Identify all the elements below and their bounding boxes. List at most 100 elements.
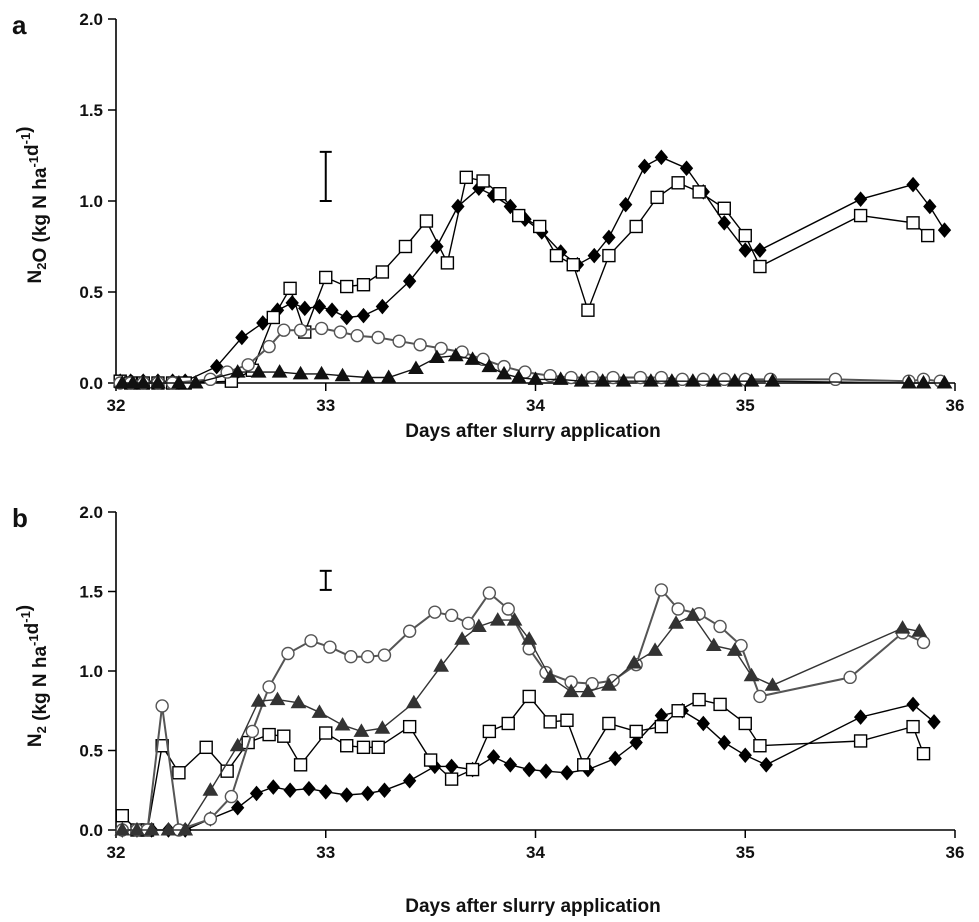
- panel-b-data-point: [311, 704, 328, 718]
- panel-b-data-point: [304, 634, 318, 648]
- panel-b-y-tick-label: 2.0: [79, 503, 103, 522]
- panel-a-data-point: [464, 351, 481, 365]
- panel-a-data-point: [447, 347, 464, 362]
- panel-b-data-point: [560, 713, 574, 727]
- panel-a-data-point: [853, 208, 868, 223]
- panel-b-data-point: [224, 789, 239, 804]
- panel-a-data-point: [375, 265, 390, 279]
- panel-a-data-point: [650, 190, 664, 205]
- panel-b-data-point: [577, 758, 591, 772]
- panel-a-data-point: [906, 176, 920, 193]
- panel-b-x-tick-label: 33: [316, 843, 335, 862]
- panel-a-data-point: [413, 338, 427, 352]
- panel-b-data-point: [580, 683, 596, 698]
- panel-b-series-diamond-filled: [115, 696, 941, 838]
- panel-a-error-bar: [319, 150, 332, 202]
- panel-b-data-point: [894, 620, 911, 634]
- panel-a-x-tick-label: 33: [316, 396, 335, 415]
- panel-b-data-point: [423, 753, 438, 767]
- panel-b-data-point: [482, 586, 497, 600]
- panel-b-data-point: [377, 782, 392, 799]
- panel-a-data-point: [266, 310, 281, 325]
- panel-b-data-point: [753, 739, 767, 753]
- panel-b-data-point: [344, 649, 358, 664]
- panel-a-data-point: [375, 298, 390, 315]
- panel-b-error-bar: [319, 569, 332, 591]
- panel-a-data-point: [738, 228, 752, 243]
- panel-b-data-point: [220, 764, 234, 778]
- panel-a-y-tick-label: 2.0: [79, 10, 103, 29]
- panel-b-data-point: [262, 680, 276, 694]
- panel-b-data-point: [671, 704, 685, 718]
- panel-b-data-point: [229, 737, 246, 752]
- panel-b-data-point: [323, 640, 337, 654]
- panel-a-y-tick-label: 0.5: [79, 283, 103, 302]
- panel-a-data-point: [451, 198, 465, 215]
- panel-b-data-point: [361, 649, 375, 664]
- panel-b-x-tick-label: 32: [107, 843, 126, 862]
- panel-a-data-point: [313, 365, 330, 380]
- panel-b-data-point: [433, 658, 449, 672]
- panel-b-data-point: [853, 734, 868, 748]
- panel-a-data-point: [566, 258, 580, 272]
- panel-b-data-point: [293, 758, 308, 772]
- panel-a-data-point: [663, 373, 680, 387]
- panel-b-data-point: [916, 635, 931, 650]
- panel-a-data-point: [356, 307, 371, 324]
- panel-a-data-point: [594, 373, 611, 387]
- panel-b-data-point: [334, 717, 351, 731]
- panel-b-data-point: [539, 763, 553, 779]
- panel-a-data-point: [753, 259, 767, 274]
- panel-a-x-tick-label: 35: [736, 396, 755, 415]
- panel-b-data-point: [629, 724, 643, 739]
- panel-a-data-point: [936, 375, 953, 389]
- panel-b-data-point: [402, 624, 417, 638]
- panel-a-data-point: [124, 375, 141, 389]
- panel-a-data-point: [679, 160, 694, 177]
- panel-a-ticks: 32 33 34 35 36 0.0 0.5 1.0 1.5 2.0: [79, 10, 964, 415]
- panel-a-data-point: [743, 373, 760, 387]
- panel-a-data-point: [429, 349, 445, 364]
- panel-b-data-point: [726, 642, 743, 656]
- panel-b-series: [114, 583, 941, 838]
- panel-a-data-point: [510, 369, 527, 384]
- panel-a-data-point: [430, 238, 444, 255]
- panel-a-data-point: [434, 341, 448, 356]
- panel-a-letter: a: [12, 10, 27, 40]
- panel-a-data-point: [753, 242, 767, 258]
- panel-b-data-point: [696, 715, 710, 732]
- panel-b-data-point: [759, 757, 773, 773]
- panel-a-data-point: [408, 360, 424, 374]
- panel-b-y-tick-label: 1.0: [79, 662, 103, 681]
- panel-b-data-point: [684, 607, 701, 621]
- panel-a-data-point: [642, 373, 659, 387]
- panel-a-data-point: [496, 365, 512, 380]
- panel-b-series-line: [122, 614, 920, 831]
- panel-b-data-point: [249, 785, 264, 802]
- panel-b-data-point: [705, 637, 722, 652]
- panel-a-series-line: [120, 176, 929, 384]
- panel-b-data-point: [563, 683, 580, 698]
- panel-a-series-line: [120, 156, 946, 382]
- panel-a-data-point: [602, 229, 616, 246]
- panel-b-x-tick-label: 34: [526, 843, 545, 862]
- panel-a-data-point: [250, 364, 267, 378]
- panel-a-x-tick-label: 36: [946, 396, 965, 415]
- panel-b-series-circle-open: [115, 583, 931, 837]
- panel-a-data-point: [493, 187, 507, 201]
- panel-a-data-point: [937, 222, 952, 238]
- panel-b-x-tick-label: 36: [946, 843, 965, 862]
- panel-b-data-point: [654, 719, 669, 734]
- panel-b-data-point: [319, 726, 333, 740]
- panel-a-data-point: [371, 330, 385, 345]
- panel-b-data-point: [713, 619, 727, 634]
- panel-b-data-point: [738, 747, 752, 764]
- panel-b-data-point: [465, 762, 480, 777]
- panel-b-data-point: [486, 749, 501, 765]
- panel-a-data-point: [527, 371, 544, 385]
- panel-a-data-point: [615, 373, 632, 387]
- panel-b-data-point: [853, 709, 868, 725]
- panel-a-data-point: [512, 208, 526, 223]
- panel-a-data-point: [262, 339, 276, 354]
- panel-b-data-point: [927, 714, 941, 730]
